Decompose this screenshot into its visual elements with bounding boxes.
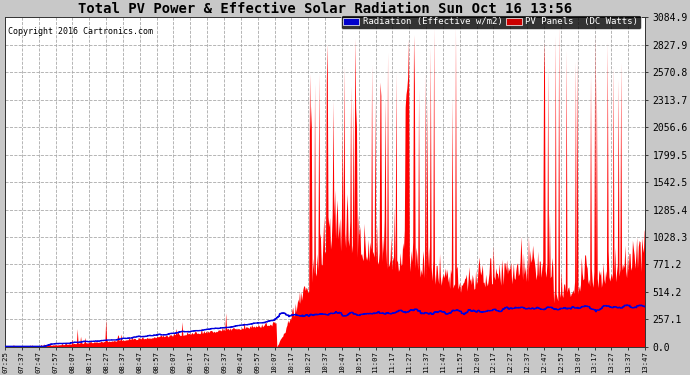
Text: Copyright 2016 Cartronics.com: Copyright 2016 Cartronics.com [8,27,153,36]
Legend: Radiation (Effective w/m2), PV Panels  (DC Watts): Radiation (Effective w/m2), PV Panels (D… [341,15,640,28]
Title: Total PV Power & Effective Solar Radiation Sun Oct 16 13:56: Total PV Power & Effective Solar Radiati… [78,2,572,16]
